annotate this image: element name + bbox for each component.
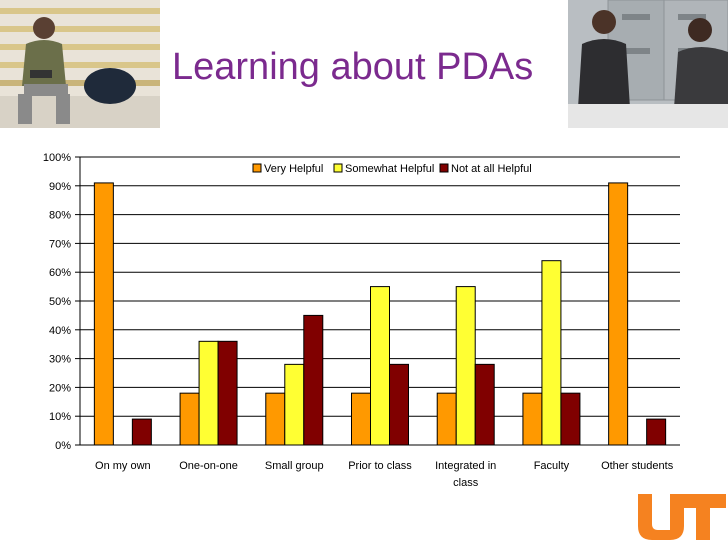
y-tick-labels: 0% 10% 20% 30% 40% 50% 60% 70% 80% 90% 100% xyxy=(43,152,71,452)
bar xyxy=(284,363,305,446)
x-tick-labels: On my own One-on-one Small group Prior to c… xyxy=(95,460,674,489)
bar xyxy=(389,363,409,446)
y-tick-label: 90% xyxy=(49,181,71,193)
bar xyxy=(436,392,457,446)
y-tick-label: 30% xyxy=(49,354,71,366)
bar xyxy=(131,418,152,446)
bar xyxy=(474,363,495,446)
y-tick-label: 100% xyxy=(43,152,71,164)
legend-label: Very Helpful xyxy=(264,163,323,175)
y-tick-label: 70% xyxy=(49,238,71,250)
student-photo xyxy=(0,0,160,128)
bar xyxy=(541,260,562,446)
y-tick-label: 60% xyxy=(49,267,71,279)
x-tick-label: One-on-one xyxy=(179,460,238,472)
bar xyxy=(522,392,543,446)
meeting-photo xyxy=(568,0,728,128)
y-tick-label: 20% xyxy=(49,382,71,394)
bar xyxy=(560,392,581,446)
y-tick-label: 50% xyxy=(49,296,71,308)
bar xyxy=(646,418,667,446)
legend-label: Not at all Helpful xyxy=(451,163,532,175)
bar xyxy=(370,286,390,446)
x-tick-label: Other students xyxy=(601,460,674,472)
legend: Very Helpful Somewhat Helpful Not at all H… xyxy=(252,163,532,175)
legend-swatch xyxy=(333,163,343,173)
y-tick-label: 0% xyxy=(55,440,71,452)
ut-logo xyxy=(638,494,726,540)
legend-swatch xyxy=(439,163,449,173)
legend-label: Somewhat Helpful xyxy=(345,163,434,175)
bar xyxy=(608,182,629,446)
x-tick-label: On my own xyxy=(95,460,151,472)
x-tick-label: Small group xyxy=(265,460,324,472)
bar xyxy=(303,314,324,446)
bar xyxy=(455,286,476,446)
bar xyxy=(351,392,371,446)
x-tick-label: Faculty xyxy=(534,460,570,472)
bar xyxy=(179,392,200,446)
x-tick-label: Prior to class xyxy=(348,460,412,472)
legend-swatch xyxy=(252,163,262,173)
y-tick-label: 80% xyxy=(49,210,71,222)
y-tick-label: 10% xyxy=(49,411,71,423)
bar-chart: 0% 10% 20% 30% 40% 50% 60% 70% 80% 90% 100% On my … xyxy=(43,152,680,489)
axes xyxy=(75,156,680,446)
bar xyxy=(93,182,114,446)
x-tick-label: Integrated in class xyxy=(435,460,496,489)
bar xyxy=(265,392,286,446)
y-tick-label: 40% xyxy=(49,325,71,337)
slide-title: Learning about PDAs xyxy=(172,46,534,88)
bar xyxy=(217,340,238,446)
bar xyxy=(198,340,219,446)
bars xyxy=(93,182,667,446)
